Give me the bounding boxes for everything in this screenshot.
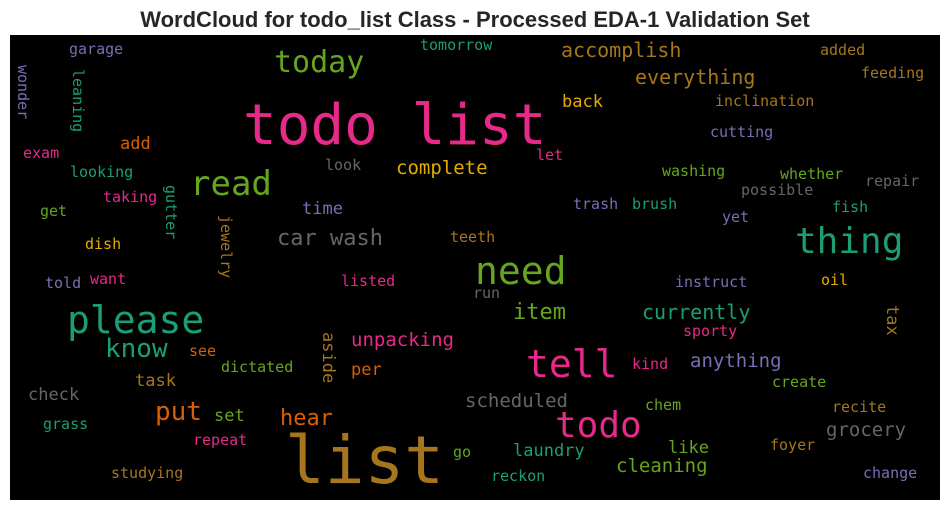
word-dictated: dictated	[221, 358, 294, 376]
word-exam: exam	[23, 144, 60, 162]
word-studying: studying	[111, 464, 184, 482]
word-set: set	[214, 406, 245, 426]
word-hear: hear	[280, 406, 333, 431]
word-washing: washing	[662, 162, 726, 180]
word-please: please	[67, 298, 205, 342]
word-teeth: teeth	[450, 228, 496, 246]
wordcloud-canvas: todo list list please need tell todo thing read…	[10, 35, 940, 500]
word-todo: todo	[555, 405, 642, 446]
word-whether: whether	[780, 165, 844, 183]
word-tell: tell	[526, 342, 618, 386]
word-car-wash: car wash	[277, 226, 383, 251]
word-yet: yet	[722, 208, 750, 226]
word-dish: dish	[85, 235, 122, 253]
word-cutting: cutting	[710, 123, 774, 141]
word-gutter: gutter	[162, 185, 180, 240]
word-scheduled: scheduled	[465, 390, 568, 412]
word-brush: brush	[632, 195, 678, 213]
word-list: list	[285, 422, 444, 499]
word-everything: everything	[635, 65, 756, 89]
word-back: back	[562, 92, 603, 112]
word-put: put	[155, 397, 202, 427]
word-looking: looking	[70, 163, 134, 181]
word-aside: aside	[318, 332, 338, 384]
word-todo-list: todo list	[243, 93, 547, 158]
word-cleaning: cleaning	[616, 455, 708, 477]
word-create: create	[772, 373, 827, 391]
word-tax: tax	[882, 305, 902, 336]
word-trash: trash	[573, 195, 619, 213]
word-grocery: grocery	[826, 419, 907, 441]
word-tomorrow: tomorrow	[420, 36, 493, 54]
word-change: change	[863, 464, 918, 482]
word-check: check	[28, 385, 80, 405]
word-per: per	[351, 360, 382, 380]
word-task: task	[135, 371, 176, 391]
word-unpacking: unpacking	[351, 329, 454, 351]
word-taking: taking	[103, 188, 158, 206]
word-need: need	[475, 249, 567, 293]
word-instruct: instruct	[675, 273, 748, 291]
word-chem: chem	[645, 396, 682, 414]
word-leaning: leaning	[69, 69, 87, 133]
word-item: item	[513, 300, 566, 325]
word-listed: listed	[341, 272, 396, 290]
word-let: let	[536, 146, 564, 164]
word-repair: repair	[865, 172, 920, 190]
word-sporty: sporty	[683, 322, 738, 340]
word-want: want	[90, 270, 127, 288]
word-like: like	[668, 438, 709, 458]
word-see: see	[189, 342, 217, 360]
word-currently: currently	[642, 300, 751, 324]
word-anything: anything	[690, 350, 782, 372]
word-foyer: foyer	[770, 436, 816, 454]
word-reckon: reckon	[491, 467, 546, 485]
word-wonder: wonder	[14, 65, 32, 120]
word-added: added	[820, 41, 866, 59]
word-complete: complete	[396, 157, 488, 179]
word-know: know	[105, 334, 168, 364]
word-kind: kind	[632, 355, 669, 373]
word-go: go	[453, 443, 472, 461]
chart-title: WordCloud for todo_list Class - Processe…	[140, 7, 810, 32]
word-fish: fish	[832, 198, 869, 216]
word-inclination: inclination	[715, 92, 815, 110]
word-thing: thing	[795, 221, 904, 262]
word-time: time	[302, 199, 343, 219]
word-recite: recite	[832, 398, 887, 416]
word-accomplish: accomplish	[561, 38, 682, 62]
word-run: run	[473, 284, 501, 302]
word-feeding: feeding	[861, 64, 925, 82]
word-garage: garage	[69, 40, 124, 58]
word-grass: grass	[43, 415, 89, 433]
word-told: told	[45, 274, 82, 292]
word-repeat: repeat	[193, 431, 248, 449]
word-read: read	[190, 164, 272, 204]
word-look: look	[325, 156, 362, 174]
word-get: get	[40, 202, 68, 220]
word-oil: oil	[821, 271, 849, 289]
word-add: add	[120, 134, 151, 154]
word-laundry: laundry	[513, 441, 585, 461]
word-jewelry: jewelry	[217, 215, 235, 279]
word-possible: possible	[741, 181, 814, 199]
word-today: today	[274, 45, 365, 80]
